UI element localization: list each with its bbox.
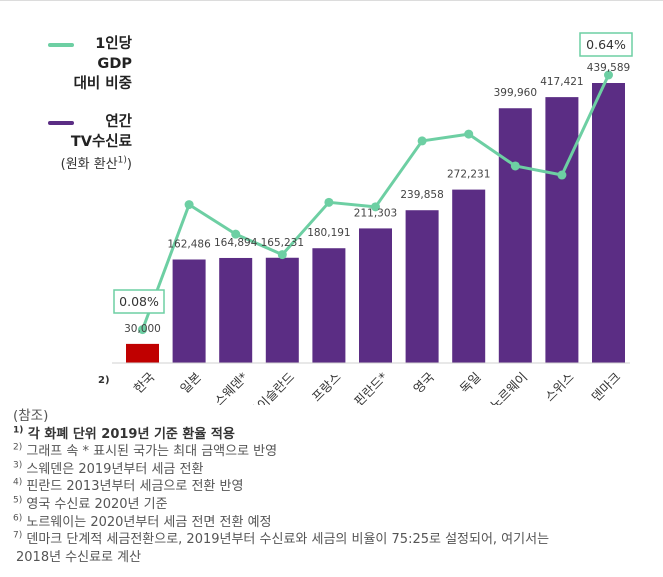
notes-title: (참조) — [13, 408, 49, 424]
legend-fee-sub-marker: 1) — [117, 155, 127, 166]
bar-series — [126, 83, 625, 363]
note-marker: 1) — [13, 425, 24, 436]
bar-2 — [219, 257, 253, 363]
category-label-2: 스웨덴* — [211, 369, 250, 405]
note-item-2: 2) 그래프 속 * 표시된 국가는 최대 금액으로 반영 — [13, 443, 653, 461]
note-text: 그래프 속 * 표시된 국가는 최대 금액으로 반영 — [22, 444, 278, 460]
bar-6 — [405, 210, 439, 363]
category-label-3: 아이슬란드 — [246, 369, 297, 405]
axis-note: 2) — [98, 375, 110, 386]
notes-list: 1) 각 화폐 단위 2019년 기준 환율 적용 2) 그래프 속 * 표시된 … — [13, 426, 653, 549]
bar-value-label-5: 211,303 — [354, 207, 397, 219]
category-label-8: 노르웨이 — [487, 369, 530, 405]
gdp-point-9 — [557, 170, 567, 180]
bar-value-label-4: 180,191 — [307, 227, 350, 239]
gdp-point-5 — [371, 202, 380, 212]
bar-value-label-6: 239,858 — [400, 189, 443, 201]
bar-9 — [545, 97, 579, 363]
bar-value-label-2: 164,894 — [214, 237, 258, 249]
gdp-point-7 — [464, 129, 474, 139]
note-text: 스웨덴은 2019년부터 세금 전환 — [22, 461, 204, 477]
gdp-point-10 — [604, 70, 613, 80]
bar-value-label-10: 439,589 — [587, 62, 630, 74]
gdp-point-1 — [184, 200, 194, 210]
bar-value-label-7: 272,231 — [447, 169, 490, 181]
bar-value-label-1: 162,486 — [167, 239, 211, 251]
note-marker: 6) — [13, 513, 23, 524]
note-text: 각 화폐 단위 2019년 기준 환율 적용 — [23, 426, 235, 442]
bar-0 — [126, 343, 159, 363]
note-item-5: 5) 영국 수신료 2020년 기준 — [13, 496, 653, 514]
highlight-label-0: 0.08% — [119, 294, 159, 309]
reference-notes: (참조) 1) 각 화폐 단위 2019년 기준 환율 적용 2) 그래프 속 *… — [13, 408, 653, 566]
gdp-point-8 — [510, 161, 520, 171]
note-text: 핀란드 2013년부터 세금으로 전환 반영 — [22, 479, 244, 495]
category-label-4: 프랑스 — [309, 369, 344, 404]
gdp-point-4 — [324, 197, 334, 207]
note-marker: 2) — [13, 442, 23, 453]
category-label-10: 덴마크 — [588, 369, 623, 404]
gdp-point-3 — [277, 250, 287, 260]
bar-4 — [312, 248, 346, 363]
note-marker: 3) — [13, 460, 23, 471]
note-marker: 4) — [13, 478, 23, 489]
highlight-label-1: 0.64% — [586, 37, 626, 52]
highlight-labels: 0.08% 0.64% — [113, 32, 633, 314]
note-text: 덴마크 단계적 세금전환으로, 2019년부터 수신료와 세금의 비율이 75:… — [22, 532, 550, 548]
category-label-6: 영국 — [410, 369, 437, 396]
legend-fee-sub: (원화 환산1)) — [0, 153, 132, 172]
legend-fee-line1: 연간 — [105, 114, 132, 130]
legend-gdp-swatch — [48, 43, 74, 47]
bar-8 — [498, 108, 532, 363]
note-item-1: 1) 각 화폐 단위 2019년 기준 환율 적용 — [13, 426, 653, 444]
legend-gdp-line3: 대비 비중 — [73, 76, 132, 92]
category-label-0: 한국 — [131, 369, 158, 396]
gdp-line-series — [138, 70, 613, 335]
category-label-7: 독일 — [457, 369, 484, 396]
bar-5 — [359, 228, 392, 363]
category-label-1: 일본 — [177, 369, 204, 396]
legend-fee-line2: TV수신료 — [70, 134, 132, 150]
highlight-box-1 — [579, 32, 633, 57]
category-label-9: 스위스 — [542, 369, 577, 404]
bar-value-label-0: 30,000 — [124, 323, 161, 335]
legend-gdp-line2: GDP — [97, 56, 132, 72]
note-item-6: 6) 노르웨이는 2020년부터 세금 전면 전환 예정 — [13, 514, 653, 532]
top-divider — [0, 0, 663, 1]
note-item-3: 3) 스웨덴은 2019년부터 세금 전환 — [13, 461, 653, 479]
legend-fee-swatch — [48, 121, 74, 125]
category-labels: 한국 일본 스웨덴*아이슬란드 프랑스 핀란드* 영국 독일 노르웨이 스위스 덴마크 — [131, 369, 624, 405]
legend-fee-sub-text: (원화 환산 — [60, 157, 118, 172]
note-item-7: 7) 덴마크 단계적 세금전환으로, 2019년부터 수신료와 세금의 비율이 … — [13, 531, 653, 549]
note-marker: 5) — [13, 495, 23, 506]
note-continuation: 2018년 수신료로 계산 — [16, 549, 142, 565]
note-marker: 7) — [13, 530, 23, 541]
bar-value-label-3: 165,231 — [261, 237, 304, 249]
legend-fee-sub-close: ) — [126, 157, 132, 172]
gdp-point-6 — [417, 136, 427, 146]
bar-10 — [592, 83, 625, 363]
note-item-4: 4) 핀란드 2013년부터 세금으로 전환 반영 — [13, 478, 653, 496]
gdp-point-2 — [231, 229, 241, 239]
gdp-point-0 — [138, 325, 147, 335]
bar-value-label-8: 399,960 — [494, 87, 537, 99]
bar-3 — [265, 257, 299, 363]
note-text: 노르웨이는 2020년부터 세금 전면 전환 예정 — [22, 514, 272, 530]
bar-1 — [172, 259, 206, 363]
bar-value-label-9: 417,421 — [540, 76, 583, 88]
legend-gdp-line1: 1인당 — [95, 36, 132, 52]
bar-7 — [452, 189, 486, 363]
category-label-5: 핀란드* — [351, 369, 390, 405]
note-text: 영국 수신료 2020년 기준 — [22, 496, 168, 512]
highlight-box-0 — [113, 289, 165, 314]
